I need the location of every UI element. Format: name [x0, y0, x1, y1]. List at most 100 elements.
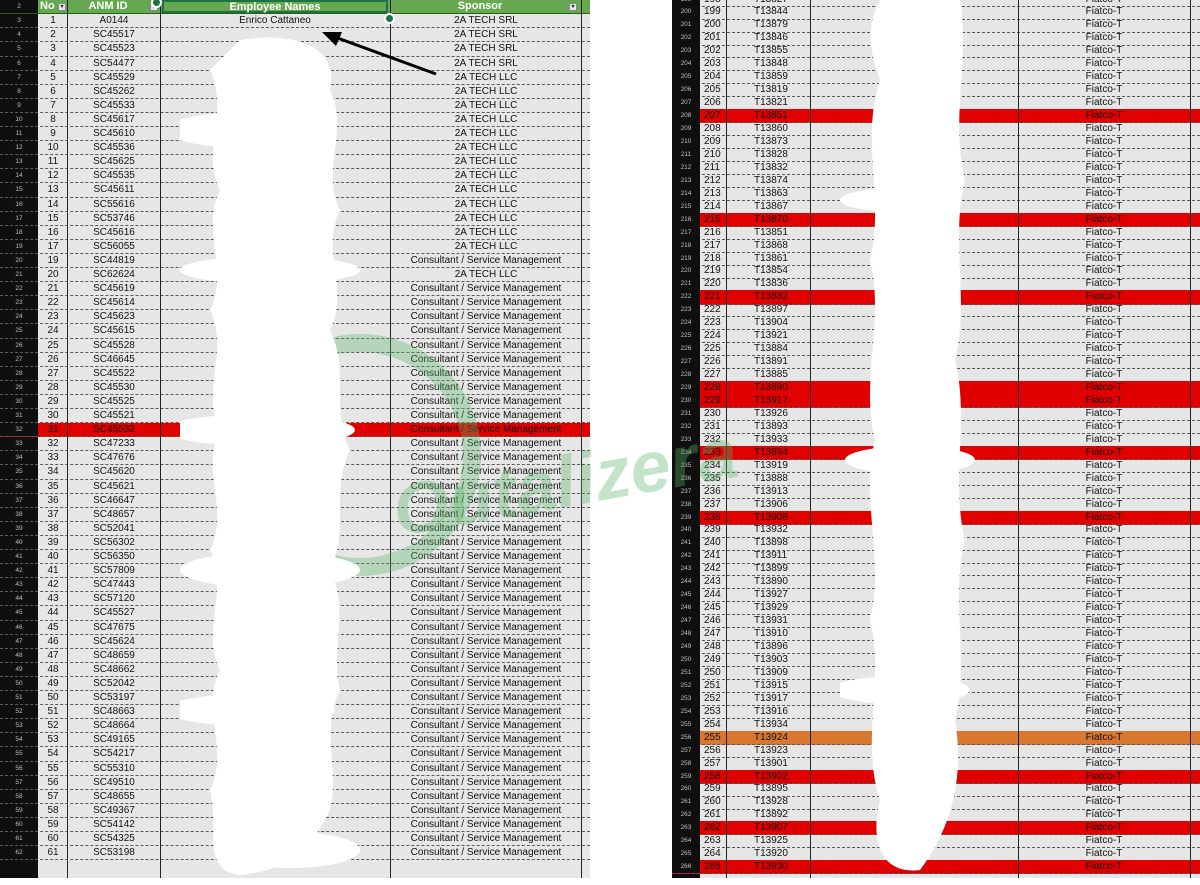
anm-id-cell[interactable]: T13907: [754, 822, 788, 834]
row-number[interactable]: 245: [672, 588, 700, 602]
no-cell[interactable]: 258: [704, 770, 721, 782]
no-cell[interactable]: 21: [47, 283, 59, 295]
sponsor-cell[interactable]: Consultant / Service Management: [410, 720, 562, 732]
anm-id-cell[interactable]: SC45611: [93, 184, 135, 196]
anm-id-cell[interactable]: T13846: [754, 32, 788, 44]
row-number[interactable]: 232: [672, 419, 700, 434]
anm-id-cell[interactable]: SC56055: [93, 240, 135, 252]
no-cell[interactable]: 52: [47, 720, 59, 732]
row-number[interactable]: 249: [672, 640, 700, 654]
anm-id-cell[interactable]: T13926: [754, 407, 788, 419]
no-cell[interactable]: 23: [47, 311, 59, 323]
anm-id-cell[interactable]: SC52041: [93, 522, 135, 534]
no-cell[interactable]: 212: [704, 174, 721, 186]
anm-id-cell[interactable]: T13933: [754, 433, 788, 445]
row-number[interactable]: 218: [672, 238, 700, 252]
row-number[interactable]: 257: [672, 743, 700, 757]
no-cell[interactable]: 58: [47, 804, 59, 816]
anm-id-cell[interactable]: SC48664: [93, 720, 135, 732]
anm-id-cell[interactable]: SC45625: [93, 156, 135, 168]
row-number[interactable]: 202: [672, 31, 700, 45]
anm-id-cell[interactable]: T13919: [754, 459, 788, 471]
no-cell[interactable]: 260: [704, 796, 721, 808]
sponsor-cell[interactable]: Fiatco-T: [1085, 848, 1123, 860]
row-number[interactable]: 223: [672, 303, 700, 317]
no-cell[interactable]: 47: [47, 649, 59, 661]
no-cell[interactable]: 59: [47, 818, 59, 830]
anm-id-cell[interactable]: T13911: [754, 550, 788, 562]
no-cell[interactable]: 221: [704, 291, 721, 303]
no-cell[interactable]: 245: [704, 602, 721, 614]
row-number[interactable]: 252: [672, 678, 700, 693]
sponsor-cell[interactable]: Fiatco-T: [1085, 589, 1123, 601]
row-number[interactable]: 14: [0, 169, 38, 183]
row-number[interactable]: 238: [672, 497, 700, 511]
sponsor-cell[interactable]: Fiatco-T: [1020, 0, 1188, 6]
row-number[interactable]: 57: [0, 775, 38, 789]
anm-id-cell[interactable]: SC48657: [93, 508, 135, 520]
row-number[interactable]: 5: [0, 42, 38, 56]
no-cell[interactable]: 255: [704, 731, 721, 743]
anm-id-cell[interactable]: SC57120: [93, 593, 135, 605]
no-cell[interactable]: 200: [704, 19, 721, 31]
row-number[interactable]: 244: [672, 575, 700, 589]
no-cell[interactable]: 38: [47, 522, 59, 534]
no-cell[interactable]: 13: [47, 184, 59, 196]
row-number[interactable]: 222: [672, 290, 700, 304]
no-cell[interactable]: 43: [47, 593, 59, 605]
row-number[interactable]: 237: [672, 484, 700, 498]
row-number[interactable]: 230: [672, 393, 700, 408]
sponsor-cell[interactable]: Fiatco-T: [1085, 239, 1123, 251]
anm-id-cell[interactable]: SC45616: [93, 226, 135, 238]
anm-id-cell[interactable]: SC48663: [93, 706, 135, 718]
no-cell[interactable]: 202: [704, 45, 721, 57]
anm-id-cell[interactable]: SC44819: [93, 254, 135, 266]
row-number[interactable]: 226: [672, 342, 700, 356]
no-cell[interactable]: 215: [704, 213, 721, 225]
anm-id-cell[interactable]: SC45536: [93, 142, 135, 154]
sponsor-cell[interactable]: Consultant / Service Management: [410, 325, 562, 337]
sponsor-cell[interactable]: Fiatco-T: [1085, 602, 1123, 614]
sponsor-cell[interactable]: Fiatco-T: [1085, 783, 1123, 795]
row-number[interactable]: 264: [672, 834, 700, 848]
row-number[interactable]: 34: [0, 451, 38, 465]
row-number[interactable]: 11: [0, 127, 38, 141]
row-number[interactable]: 235: [672, 458, 700, 472]
sponsor-cell[interactable]: Fiatco-T: [1085, 252, 1123, 264]
no-cell[interactable]: 206: [704, 97, 721, 109]
row-number[interactable]: 58: [0, 789, 38, 803]
anm-id-cell[interactable]: T13836: [754, 278, 788, 290]
sponsor-cell[interactable]: Fiatco-T: [1085, 744, 1123, 756]
no-cell[interactable]: 236: [704, 485, 721, 497]
sponsor-cell[interactable]: Fiatco-T: [1085, 563, 1123, 575]
sponsor-cell[interactable]: Fiatco-T: [1085, 835, 1123, 847]
row-number[interactable]: 210: [672, 134, 700, 149]
sponsor-cell[interactable]: 2A TECH SRL: [454, 43, 518, 55]
sponsor-cell[interactable]: Fiatco-T: [1085, 265, 1123, 277]
anm-id-cell[interactable]: T13895: [754, 783, 788, 795]
row-number[interactable]: 205: [672, 70, 700, 84]
no-cell[interactable]: 8: [50, 113, 56, 125]
no-cell[interactable]: 247: [704, 628, 721, 640]
no-cell[interactable]: 10: [47, 142, 59, 154]
anm-id-cell[interactable]: T13934: [754, 718, 788, 730]
anm-id-cell[interactable]: SC45623: [93, 311, 135, 323]
sponsor-cell[interactable]: 2A TECH LLC: [454, 269, 518, 280]
row-number[interactable]: 46: [0, 620, 38, 634]
sponsor-cell[interactable]: Fiatco-T: [1085, 407, 1123, 419]
anm-id-cell[interactable]: T13854: [754, 265, 788, 277]
sponsor-cell[interactable]: Consultant / Service Management: [410, 353, 562, 365]
no-cell[interactable]: 234: [704, 459, 721, 471]
no-cell[interactable]: 226: [704, 356, 721, 368]
row-number[interactable]: 203: [672, 44, 700, 58]
row-number[interactable]: 216: [672, 212, 700, 226]
anm-id-cell[interactable]: SC53197: [93, 692, 135, 703]
row-number[interactable]: 9: [0, 98, 38, 112]
sponsor-cell[interactable]: Fiatco-T: [1085, 666, 1123, 678]
no-cell[interactable]: 231: [704, 420, 721, 432]
no-cell[interactable]: 213: [704, 187, 721, 199]
no-cell[interactable]: 220: [704, 278, 721, 290]
anm-id-cell[interactable]: SC56350: [93, 551, 135, 562]
selection-handle[interactable]: [151, 0, 162, 8]
employee-names-header[interactable]: Employee Names: [162, 0, 388, 13]
